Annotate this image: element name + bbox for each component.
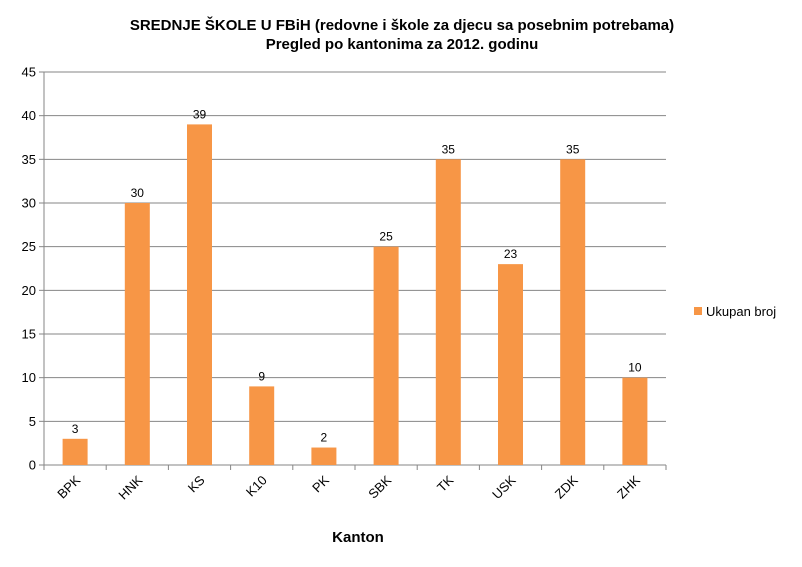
data-label: 9 bbox=[258, 369, 265, 383]
data-label: 23 bbox=[504, 247, 518, 261]
y-tick-label: 10 bbox=[22, 370, 36, 385]
x-tick-label: HNK bbox=[115, 472, 145, 502]
y-tick-label: 45 bbox=[22, 65, 36, 80]
chart-title: SREDNJE ŠKOLE U FBiH (redovne i škole za… bbox=[130, 16, 674, 34]
y-tick-label: 25 bbox=[22, 239, 36, 254]
bar-k10 bbox=[249, 386, 275, 465]
bar-zdk bbox=[560, 159, 586, 466]
legend-swatch bbox=[694, 307, 702, 315]
x-tick-label: BPK bbox=[54, 472, 83, 501]
tick-labels: 0 5 10 15 20 25 30 35 40 45 BPK HNK KS K10 PK SBK TK USK Z… bbox=[22, 65, 644, 503]
bars bbox=[62, 124, 648, 466]
x-tick-label: KS bbox=[185, 472, 208, 495]
y-tick-label: 5 bbox=[29, 414, 36, 429]
chart-subtitle: Pregled po kantonima za 2012. godinu bbox=[266, 36, 539, 53]
bar-sbk bbox=[373, 246, 399, 465]
bar-hnk bbox=[124, 203, 150, 465]
x-tick-label: ZDK bbox=[552, 472, 581, 501]
bar-usk bbox=[498, 264, 523, 465]
x-axis-label: Kanton bbox=[332, 529, 384, 546]
data-label: 35 bbox=[566, 142, 580, 156]
x-tick-label: USK bbox=[489, 472, 519, 502]
data-label: 39 bbox=[193, 107, 207, 121]
y-tick-label: 35 bbox=[22, 152, 36, 167]
bar-tk bbox=[435, 159, 461, 466]
y-tick-label: 20 bbox=[22, 283, 36, 298]
data-label: 35 bbox=[442, 142, 456, 156]
bar-ks bbox=[187, 124, 212, 466]
data-label: 25 bbox=[379, 230, 393, 244]
y-tick-label: 15 bbox=[22, 327, 36, 342]
y-tick-label: 40 bbox=[22, 108, 36, 123]
x-tick-label: TK bbox=[434, 472, 457, 495]
x-tick-label: K10 bbox=[243, 473, 270, 500]
x-tick-label: ZHK bbox=[614, 472, 643, 501]
bar-pk bbox=[311, 447, 337, 465]
data-label: 10 bbox=[628, 361, 642, 375]
legend: Ukupan broj bbox=[694, 304, 776, 319]
y-tick-label: 30 bbox=[22, 196, 36, 211]
bar-bpk bbox=[62, 438, 88, 465]
data-labels: 3 30 39 9 2 25 35 23 35 10 bbox=[72, 107, 642, 444]
x-tick-label: PK bbox=[309, 472, 332, 495]
y-tick-label: 0 bbox=[29, 458, 36, 473]
bar-zhk bbox=[622, 377, 648, 465]
data-label: 3 bbox=[72, 422, 79, 436]
data-label: 30 bbox=[131, 186, 145, 200]
data-label: 2 bbox=[321, 431, 328, 445]
legend-label: Ukupan broj bbox=[706, 304, 776, 319]
x-tick-label: SBK bbox=[365, 472, 394, 501]
